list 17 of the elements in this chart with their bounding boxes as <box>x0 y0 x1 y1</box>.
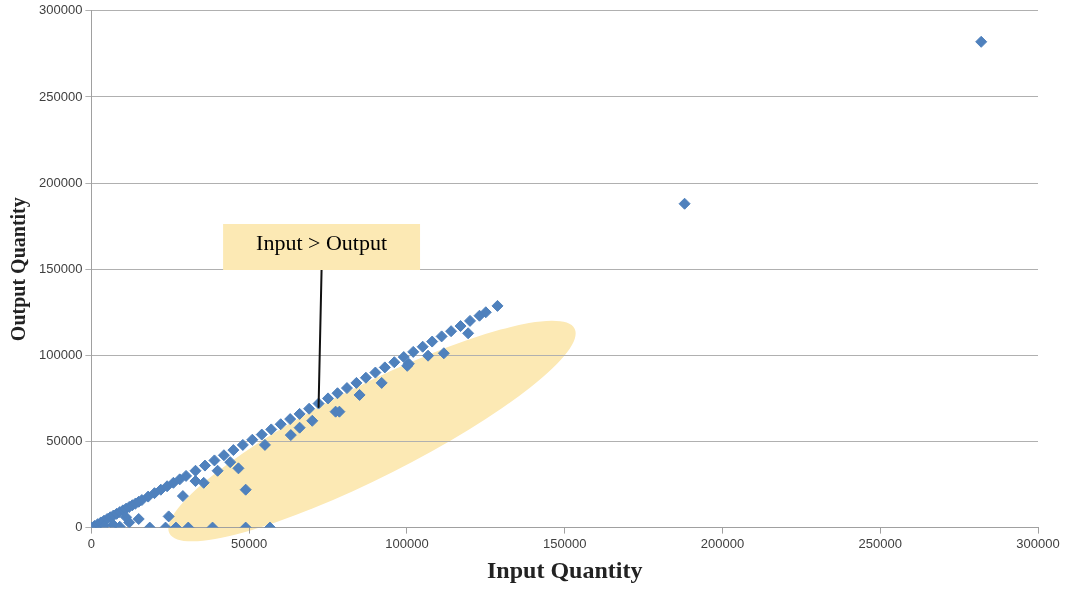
x-tick-label: 100000 <box>385 535 429 551</box>
y-tick-label: 0 <box>75 519 83 535</box>
y-tick-label: 200000 <box>38 174 83 190</box>
x-tick-label: 300000 <box>1016 535 1060 551</box>
x-tick-label: 150000 <box>542 535 587 551</box>
y-tick-label: 150000 <box>38 260 83 276</box>
y-tick-label: 250000 <box>38 88 83 104</box>
x-tick-label: 50000 <box>231 535 268 551</box>
y-tick-label: 50000 <box>46 433 83 449</box>
y-tick-label: 300000 <box>38 2 83 18</box>
x-tick-label: 250000 <box>858 535 902 551</box>
y-axis-title: Output Quantity <box>7 197 31 342</box>
x-axis-title: Input Quantity <box>486 556 643 583</box>
x-tick-label: 200000 <box>700 535 745 551</box>
y-tick-label: 100000 <box>38 346 83 362</box>
annotation: Input > Output <box>256 229 388 255</box>
x-tick-label: 0 <box>87 535 95 551</box>
